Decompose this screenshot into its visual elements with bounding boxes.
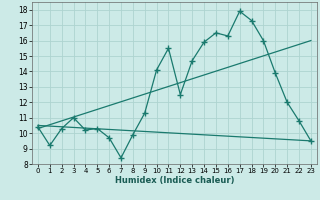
X-axis label: Humidex (Indice chaleur): Humidex (Indice chaleur) xyxy=(115,176,234,185)
